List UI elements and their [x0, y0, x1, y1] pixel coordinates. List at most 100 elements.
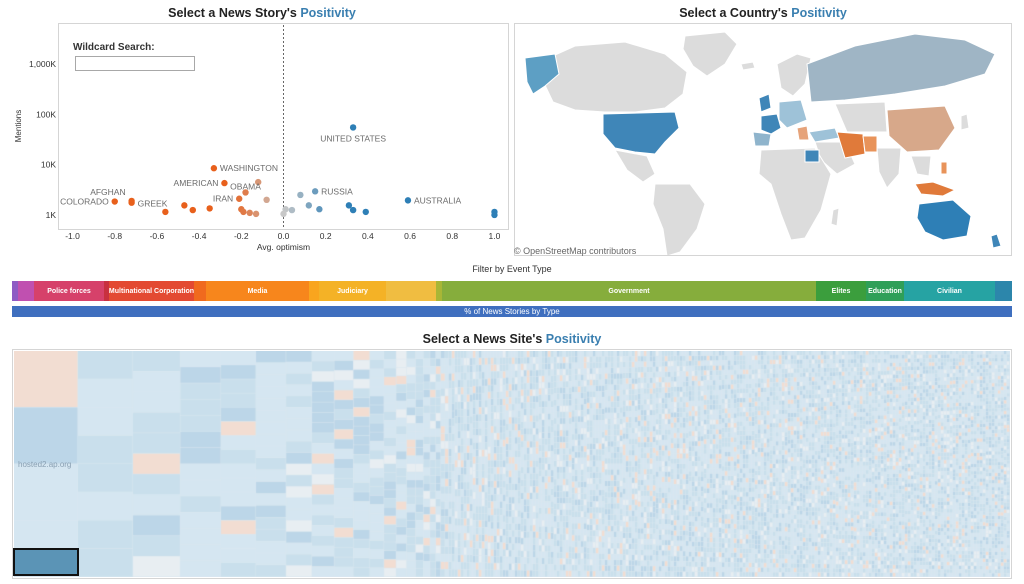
scatter-point[interactable] — [362, 208, 369, 216]
scatter-point[interactable] — [181, 202, 188, 209]
scatter-point[interactable] — [210, 165, 218, 172]
scatter-point[interactable] — [206, 205, 213, 212]
country-map-frame[interactable] — [514, 23, 1012, 256]
scatter-point[interactable] — [345, 202, 353, 209]
map-egypt — [804, 149, 820, 163]
x-axis-label: Avg. optimism — [257, 242, 310, 252]
x-tick-label: -0.6 — [150, 231, 165, 241]
scatter-point-label: AMERICAN — [174, 178, 219, 188]
wildcard-search-label: Wildcard Search: — [73, 42, 155, 53]
scatter-point[interactable] — [111, 198, 118, 205]
map-iceland — [740, 61, 756, 71]
scatter-point-label: AFGHAN — [90, 187, 125, 197]
country-title-prefix: Select a Country's — [679, 6, 792, 20]
site-label-first: hosted2.ap.org — [18, 460, 72, 469]
scatter-point-label: OBAMA — [230, 181, 261, 191]
map-india — [876, 147, 902, 189]
event-type-segment[interactable] — [104, 281, 109, 301]
map-spain — [752, 131, 772, 147]
scatter-point[interactable] — [221, 179, 228, 187]
story-title-accent: Positivity — [300, 6, 356, 20]
event-type-media[interactable]: Media — [206, 281, 309, 301]
x-tick-label: 1.0 — [489, 231, 501, 241]
event-type-segment[interactable] — [436, 281, 442, 301]
event-type-segment[interactable] — [194, 281, 206, 301]
y-axis-label: Mentions — [14, 110, 23, 142]
map-usa — [602, 111, 680, 155]
scatter-point[interactable] — [263, 196, 270, 204]
scatter-point[interactable] — [305, 202, 313, 209]
map-uk — [758, 93, 772, 113]
scatter-point[interactable] — [404, 197, 412, 204]
event-type-bar[interactable]: Police forces Multinational Corporation Me… — [12, 281, 1012, 301]
scatter-point[interactable] — [297, 191, 304, 199]
x-tick-label: 0.8 — [446, 231, 458, 241]
map-australia — [916, 199, 972, 241]
event-type-segment[interactable] — [12, 281, 18, 301]
news-site-heatmap[interactable] — [14, 351, 1010, 577]
map-scandinavia — [776, 53, 812, 97]
scatter-point[interactable] — [491, 211, 498, 219]
map-mexico — [613, 149, 656, 183]
event-type-elites[interactable]: Elites — [816, 281, 866, 301]
event-type-multinational-corporation[interactable]: Multinational Corporation — [109, 281, 194, 301]
scatter-point[interactable] — [349, 124, 357, 131]
x-tick-label: 0.4 — [362, 231, 374, 241]
x-tick-label: 0.2 — [320, 231, 332, 241]
scatter-point[interactable] — [246, 209, 253, 217]
event-type-education[interactable]: Education — [866, 281, 904, 301]
scatter-point[interactable] — [189, 206, 196, 214]
event-type-segment[interactable] — [995, 281, 1012, 301]
scatter-point[interactable] — [240, 208, 247, 216]
event-type-segment[interactable] — [386, 281, 436, 301]
scatter-point[interactable] — [288, 206, 296, 214]
scatter-point[interactable] — [252, 210, 260, 218]
event-type-police-forces[interactable]: Police forces — [34, 281, 104, 301]
map-russia — [806, 33, 996, 103]
scatter-point-label: RUSSIA — [321, 186, 353, 196]
scatter-point[interactable] — [236, 195, 243, 202]
map-greenland — [682, 31, 738, 77]
event-type-civilian[interactable]: Civilian — [904, 281, 995, 301]
event-type-judiciary[interactable]: Judiciary — [319, 281, 386, 301]
x-tick-label: 0.6 — [404, 231, 416, 241]
map-turkey — [808, 127, 840, 143]
x-tick-label: -1.0 — [65, 231, 80, 241]
scatter-point[interactable] — [128, 199, 135, 206]
country-panel-title: Select a Country's Positivity — [514, 6, 1012, 20]
map-canada — [534, 41, 688, 113]
world-map[interactable] — [515, 24, 1012, 256]
scatter-point-label: AUSTRALIA — [414, 195, 462, 205]
event-type-segment[interactable] — [309, 281, 319, 301]
map-afghanistan — [862, 135, 878, 153]
scatter-point[interactable] — [349, 206, 357, 214]
scatter-point[interactable] — [242, 189, 249, 196]
story-scatter-chart[interactable]: -1.0 -0.8 -0.6 -0.4 -0.2 0.0 0.2 0.4 0.6 0.8 1.0 1K… — [0, 0, 512, 260]
map-philippines — [940, 161, 948, 175]
site-panel-title: Select a News Site's Positivity — [12, 332, 1012, 346]
scatter-point-label: COLORADO — [60, 197, 109, 207]
scatter-point[interactable] — [311, 188, 319, 195]
map-france — [760, 113, 782, 135]
y-tick-label: 1,000K — [29, 59, 56, 69]
map-credit: © OpenStreetMap contributors — [514, 246, 637, 256]
map-africa — [758, 147, 832, 241]
wildcard-search-input[interactable] — [75, 56, 195, 71]
event-type-government[interactable]: Government — [442, 281, 816, 301]
scatter-point-label: GREEK — [138, 199, 168, 209]
country-title-accent: Positivity — [791, 6, 847, 20]
scatter-point[interactable] — [162, 208, 169, 216]
news-stories-by-type-bar: % of News Stories by Type — [12, 306, 1012, 317]
scatter-point[interactable] — [280, 210, 287, 218]
site-title-accent: Positivity — [545, 332, 602, 346]
map-central-asia — [834, 101, 888, 133]
scatter-point[interactable] — [254, 178, 262, 186]
map-madagascar — [830, 207, 840, 227]
map-iran — [836, 131, 866, 159]
map-new-zealand — [990, 233, 1002, 249]
event-type-segment[interactable] — [18, 281, 34, 301]
scatter-point[interactable] — [316, 206, 323, 213]
y-tick-label: 1K — [46, 210, 57, 220]
x-tick-label: -0.2 — [234, 231, 249, 241]
selected-site-cell[interactable] — [13, 548, 79, 576]
